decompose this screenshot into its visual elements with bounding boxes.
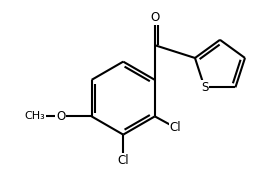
Text: Cl: Cl — [117, 154, 129, 167]
Text: O: O — [56, 110, 65, 123]
Text: S: S — [201, 81, 208, 94]
Text: Cl: Cl — [169, 121, 181, 134]
Text: O: O — [150, 11, 159, 24]
Text: CH₃: CH₃ — [25, 111, 45, 121]
